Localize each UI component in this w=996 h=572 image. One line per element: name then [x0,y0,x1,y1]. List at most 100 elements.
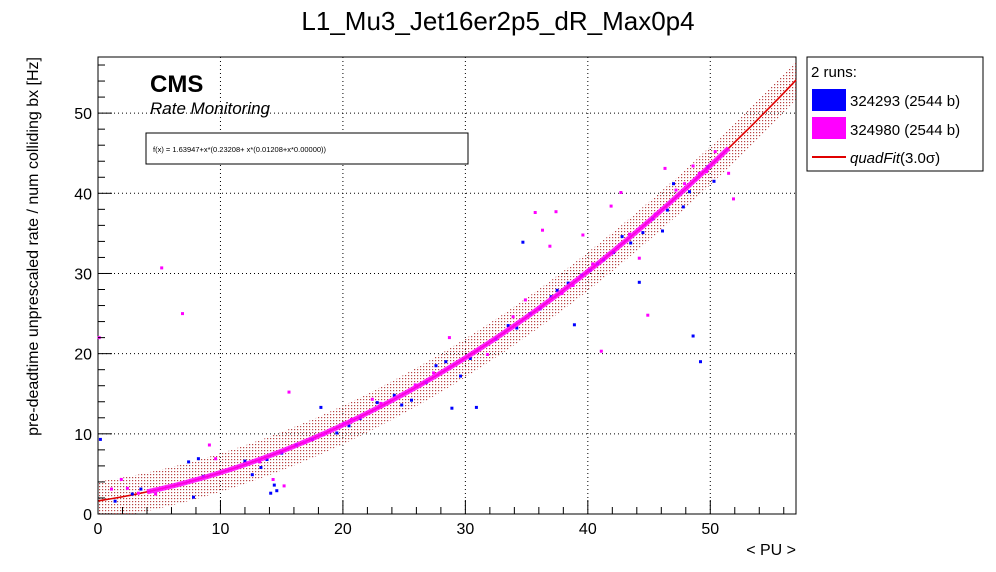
legend-swatch-run-324980 [812,117,846,139]
data-point-series-0 [265,458,269,461]
data-point-series-0 [434,364,438,368]
legend-label-fit: quadFit(3.0σ) [850,150,940,167]
data-point-series-1 [619,191,623,194]
data-point-series-1 [691,164,695,168]
data-point-series-0 [113,499,117,503]
data-point-series-1 [628,232,631,236]
data-point-series-0 [450,406,454,410]
data-point-series-0 [691,334,695,338]
x-tick-label: 40 [579,521,597,538]
fit-band [98,60,796,515]
plot-frame [97,56,797,515]
data-point-series-0 [688,190,691,194]
legend-fit-suffix: (3.0σ) [900,150,940,167]
data-point-series-0 [139,487,143,491]
data-point-series-0 [515,326,519,330]
y-tick-label: 10 [74,427,92,444]
x-tick-label: 0 [94,521,103,538]
legend-swatch-run-324293 [812,89,846,111]
data-point-series-0 [641,231,645,235]
legend-header: 2 runs: [811,64,857,81]
data-point-series-1 [727,171,731,175]
data-point-series-1 [181,312,184,316]
data-point-series-1 [432,371,435,375]
data-point-series-1 [533,211,537,214]
y-tick-labels: 0 10 20 30 40 50 [74,106,92,524]
data-point-series-0 [566,281,570,285]
data-point-series-1 [591,262,595,266]
data-point-series-0 [400,403,404,407]
data-point-series-0 [444,360,448,364]
data-point-series-1 [511,315,515,319]
data-point-series-1 [609,204,613,208]
data-point-series-0 [319,405,323,409]
data-point-series-0 [272,483,276,487]
x-tick-label: 10 [212,521,230,538]
data-point-series-1 [110,487,113,491]
data-point-series-1 [160,266,164,270]
data-point-series-1 [287,390,291,394]
data-points [97,146,735,503]
data-point-series-1 [214,457,218,461]
data-point-series-0 [187,460,191,464]
x-tick-label: 50 [701,521,719,538]
legend-label-run-324293: 324293 (2544 b) [850,93,960,110]
chart-title: L1_Mu3_Jet16er2p5_dR_Max0p4 [301,6,694,36]
x-tick-label: 30 [456,521,474,538]
data-point-series-1 [271,478,275,481]
data-point-series-0 [269,491,273,495]
data-point-series-0 [275,489,279,493]
data-point-series-1 [646,313,650,317]
data-point-series-1 [637,256,641,260]
data-point-series-0 [521,240,525,244]
data-point-series-0 [665,208,669,212]
legend-box [806,56,984,172]
data-point-series-1 [485,353,489,356]
data-point-series-1 [732,197,735,201]
plot-area [97,56,797,515]
y-tick-label: 30 [74,266,92,283]
x-axis-label: < PU > [746,542,796,559]
data-point-series-0 [637,280,641,284]
data-point-series-1 [713,150,717,154]
data-point-series-0 [392,393,396,397]
data-point-series-0 [620,235,624,239]
y-tick-label: 20 [74,347,92,364]
data-point-series-0 [250,473,254,477]
data-point-series-1 [523,298,527,302]
fit-formula-text: f(x) = 1.63947+x*(0.23208+ x*(0.01208+x*… [153,145,327,154]
data-point-series-1 [447,336,451,340]
data-point-series-0 [130,492,134,496]
data-point-series-1 [663,166,667,170]
x-tick-labels: 0 10 20 30 40 50 [94,521,720,538]
x-tick-label: 20 [334,521,352,538]
brand-subtitle: Rate Monitoring [150,99,271,118]
data-point-series-1 [581,233,585,237]
data-point-series-0 [347,424,351,428]
data-point-series-0 [468,357,472,360]
y-axis-label: pre-deadtime unprescaled rate / num coll… [25,57,42,436]
data-point-series-0 [259,466,263,469]
legend-label-run-324980: 324980 (2544 b) [850,122,960,139]
data-point-series-0 [712,179,716,183]
data-point-series-0 [192,495,195,499]
data-point-series-0 [629,241,633,245]
data-point-series-1 [541,228,544,232]
cms-brand: CMS [150,71,203,98]
data-point-series-1 [548,244,552,248]
dense-point-stripe [146,146,731,495]
legend: 2 runs: 324293 (2544 b) 324980 (2544 b) … [806,56,984,172]
data-point-series-0 [243,459,247,463]
fit-formula-box [145,132,469,165]
data-point-series-0 [196,457,200,461]
data-point-series-0 [98,437,102,441]
data-point-series-1 [125,486,129,490]
data-point-series-0 [672,182,675,186]
data-point-series-1 [154,492,158,496]
legend-fit-name: quadFit [850,150,901,167]
y-tick-label: 0 [83,507,92,524]
data-point-series-1 [207,443,211,447]
data-point-series-0 [410,398,413,402]
data-point-series-0 [572,323,576,327]
